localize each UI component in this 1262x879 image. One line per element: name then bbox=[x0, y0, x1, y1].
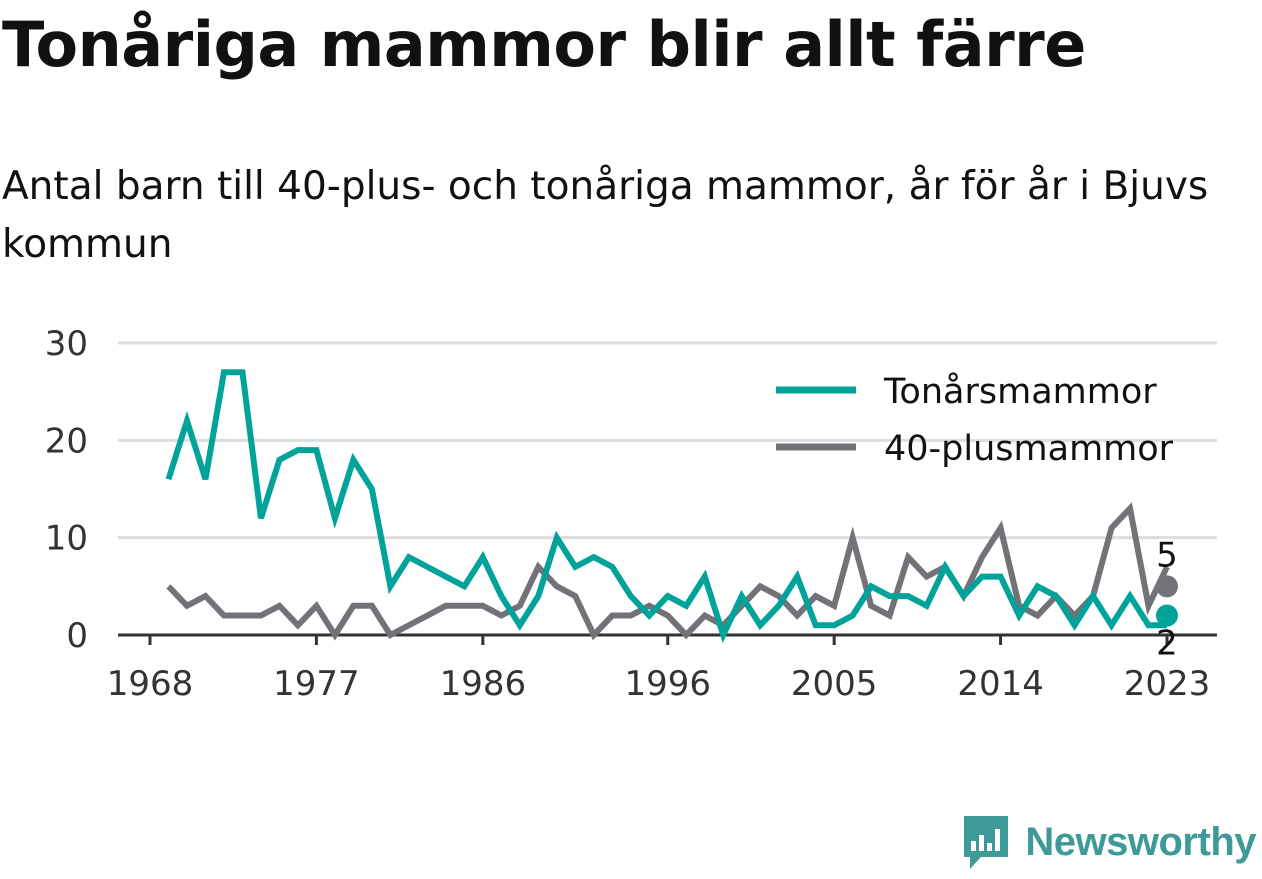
end-point-label: 2 bbox=[1156, 624, 1178, 664]
chart-subtitle: Antal barn till 40-plus- och tonåriga ma… bbox=[2, 164, 1209, 267]
end-point-marker bbox=[1156, 575, 1178, 598]
brand-name: Newsworthy bbox=[1025, 819, 1256, 864]
end-point-label: 5 bbox=[1156, 535, 1178, 575]
series-line-tonarsmammor bbox=[165, 369, 1167, 644]
chart-title: Tonåriga mammor blir allt färre bbox=[2, 8, 1086, 81]
x-tick-label: 1986 bbox=[440, 664, 527, 704]
series-line-40-plusmammor bbox=[166, 502, 1170, 641]
x-tick-label: 2005 bbox=[791, 664, 878, 704]
newsworthy-brand[interactable]: Newsworthy bbox=[961, 813, 1256, 871]
newsworthy-logo-icon bbox=[964, 816, 1009, 869]
y-tick-label: 10 bbox=[45, 519, 88, 559]
y-tick-label: 0 bbox=[66, 616, 88, 656]
y-tick-label: 30 bbox=[45, 324, 88, 364]
legend-label: 40-plusmammor bbox=[884, 429, 1174, 469]
x-tick-label: 2023 bbox=[1124, 664, 1211, 704]
y-tick-label: 20 bbox=[45, 421, 88, 461]
x-tick-label: 1968 bbox=[107, 664, 194, 704]
end-point-marker bbox=[1156, 604, 1178, 627]
x-tick-label: 1996 bbox=[624, 664, 711, 704]
legend-label: Tonårsmammor bbox=[883, 371, 1157, 412]
x-tick-label: 1977 bbox=[273, 664, 360, 704]
line-chart: 0 10 20 30 1968 1977 1986 1996 2005 2014 2023 5 2 Ton… bbox=[45, 324, 1217, 704]
x-tick-label: 2014 bbox=[957, 664, 1044, 704]
